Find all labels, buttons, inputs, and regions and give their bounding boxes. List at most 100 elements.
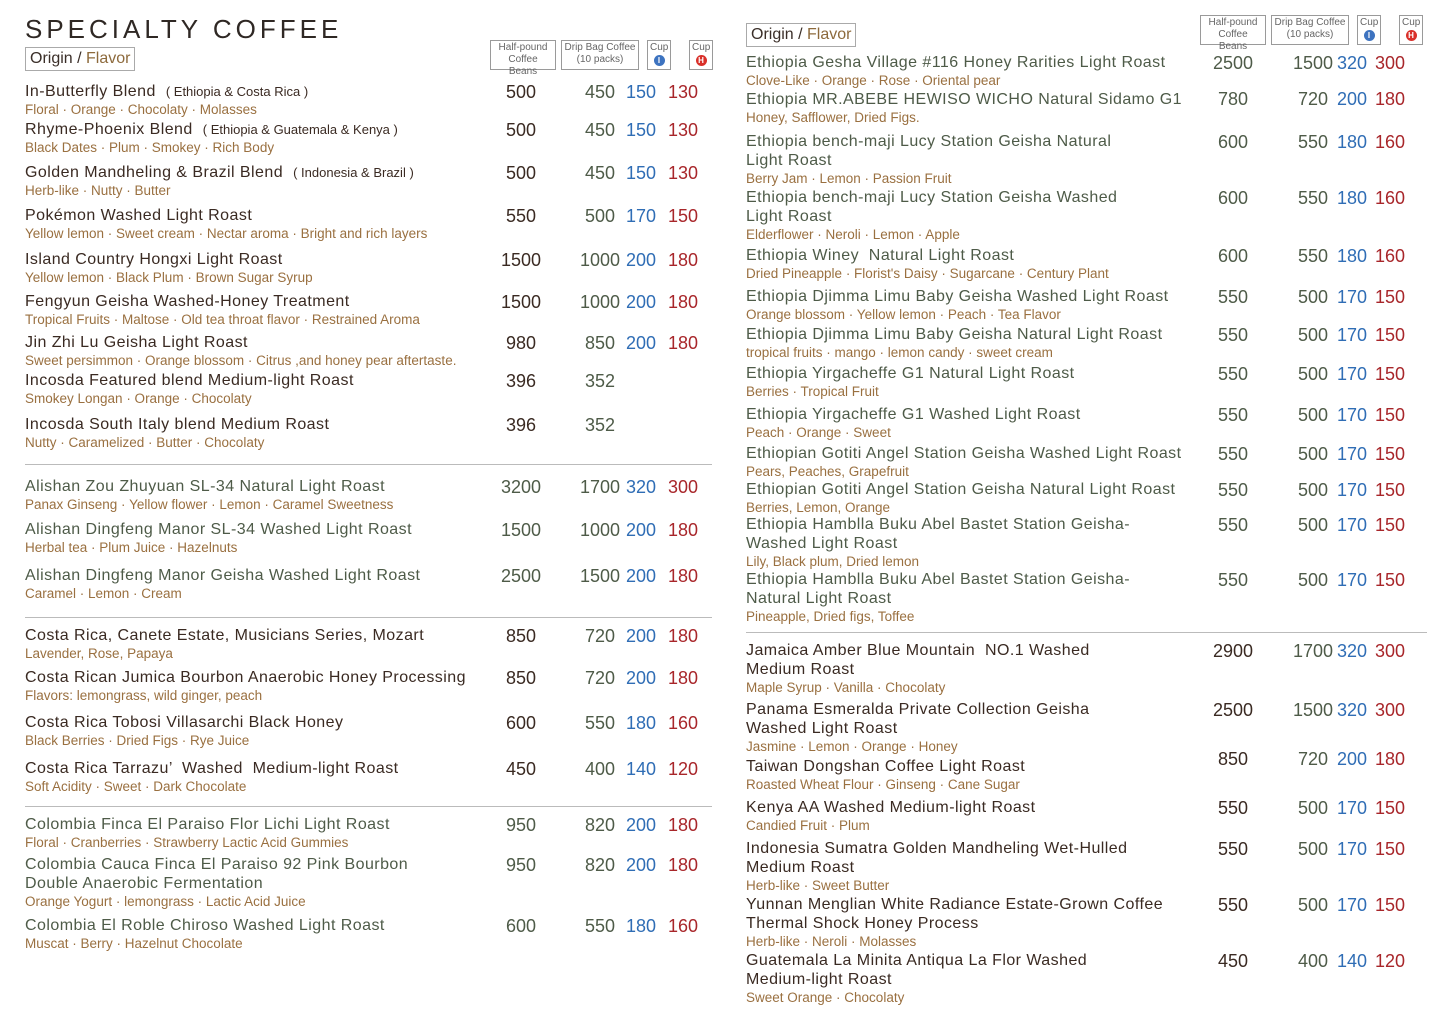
half-pound-price: 950 <box>505 815 537 835</box>
flavor-notes: Floral · Cranberries · Strawberry Lactic… <box>25 835 349 850</box>
hot-cup-price: 160 <box>1374 132 1406 152</box>
coffee-name-text: Costa Rica Tobosi Villasarchi Black Hone… <box>25 714 344 731</box>
half-pound-price: 2500 <box>1212 53 1254 73</box>
menu-item: Yunnan Menglian White Radiance Estate-Gr… <box>746 895 1163 950</box>
iced-cup-price: 170 <box>1336 480 1368 500</box>
iced-cup-price: 200 <box>625 520 657 540</box>
drip-bag-price: 400 <box>1297 951 1329 971</box>
coffee-name-text: Ethiopia Gesha Village #116 Honey Rariti… <box>746 54 1166 71</box>
drip-bag-price: 720 <box>1297 749 1329 769</box>
coffee-name-text: Jin Zhi Lu Geisha Light Roast <box>25 334 248 351</box>
hot-cup-price: 150 <box>1374 798 1406 818</box>
menu-item: Ethiopia MR.ABEBE HEWISO WICHO Natural S… <box>746 90 1182 126</box>
drip-header-line: Drip Bag Coffee <box>564 42 636 53</box>
half-pound-price: 550 <box>1217 839 1249 859</box>
section-divider <box>25 806 712 807</box>
coffee-name-text: Golden Mandheling & Brazil Blend <box>25 164 284 181</box>
hot-cup-price: 180 <box>667 333 699 353</box>
drip-bag-price: 1000 <box>579 250 621 270</box>
half-pound-price: 450 <box>1217 951 1249 971</box>
menu-item: Ethiopia Hamblla Buku Abel Bastet Statio… <box>746 515 1130 570</box>
hot-dot-icon: H <box>695 55 707 66</box>
drip-bag-price: 550 <box>584 916 616 936</box>
iced-dot-icon: I <box>653 55 665 66</box>
section-divider <box>25 464 712 465</box>
flavor-notes: Jasmine · Lemon · Orange · Honey <box>746 739 958 754</box>
hot-cup-price: 150 <box>1374 895 1406 915</box>
hot-cup-price: 300 <box>667 477 699 497</box>
coffee-name-text: Yunnan Menglian White Radiance Estate-Gr… <box>746 896 1164 932</box>
menu-item: Incosda Featured blend Medium-light Roas… <box>25 371 354 407</box>
coffee-name: Costa Rica Tarrazu’ Washed Medium-light … <box>25 759 399 778</box>
hot-cup-price: 150 <box>1374 325 1406 345</box>
header-half-right: Half-pound Coffee Beans <box>1200 15 1266 52</box>
header-hot-left: Cup H <box>689 40 713 70</box>
drip-bag-price: 1500 <box>1292 53 1334 73</box>
half-pound-price: 600 <box>505 916 537 936</box>
iced-cup-price: 200 <box>625 250 657 270</box>
flavor-notes: Herb-like · Neroli · Molasses <box>746 934 917 949</box>
iced-cup-price: 170 <box>1336 839 1368 859</box>
coffee-name-text: Fengyun Geisha Washed-Honey Treatment <box>25 293 350 310</box>
menu-item: Colombia El Roble Chiroso Washed Light R… <box>25 916 385 952</box>
flavor-notes: Flavors: lemongrass, wild ginger, peach <box>25 688 263 703</box>
half-pound-price: 850 <box>1217 749 1249 769</box>
iced-cup-price: 140 <box>625 759 657 779</box>
half-pound-price: 2500 <box>1212 700 1254 720</box>
menu-item: Alishan Dingfeng Manor SL-34 Washed Ligh… <box>25 520 412 556</box>
drip-bag-price: 450 <box>584 82 616 102</box>
menu-item: Guatemala La Minita Antiqua La Flor Wash… <box>746 951 1087 1006</box>
flavor-notes: Herb-like · Nutty · Butter <box>25 183 171 198</box>
menu-item: Costa Rica Tobosi Villasarchi Black Hone… <box>25 713 343 749</box>
half-pound-price: 850 <box>505 626 537 646</box>
half-pound-price: 550 <box>1217 480 1249 500</box>
iced-cup-price: 170 <box>1336 325 1368 345</box>
coffee-name: Ethiopia Winey Natural Light Roast <box>746 246 1109 265</box>
coffee-name-text: Jamaica Amber Blue Mountain NO.1 Washed … <box>746 642 1090 678</box>
half-pound-price: 950 <box>505 855 537 875</box>
flavor-notes: Sweet Orange · Chocolaty <box>746 990 905 1005</box>
flavor-notes: Honey, Safflower, Dried Figs. <box>746 110 920 125</box>
coffee-name: In-Butterfly Blend ( Ethiopia & Costa Ric… <box>25 82 308 101</box>
coffee-name-text: Rhyme-Phoenix Blend <box>25 121 193 138</box>
drip-bag-price: 500 <box>1297 287 1329 307</box>
hot-cup-price: 180 <box>667 520 699 540</box>
hot-cup-price: 150 <box>1374 570 1406 590</box>
iced-cup-price: 180 <box>625 916 657 936</box>
hot-cup-price: 130 <box>667 163 699 183</box>
menu-item: Ethiopia Gesha Village #116 Honey Rariti… <box>746 53 1166 89</box>
drip-bag-price: 450 <box>584 163 616 183</box>
hot-cup-price: 180 <box>667 292 699 312</box>
half-pound-price: 980 <box>505 333 537 353</box>
flavor-label: Flavor <box>807 26 852 43</box>
coffee-name-text: Panama Esmeralda Private Collection Geis… <box>746 701 1090 737</box>
coffee-name: Jin Zhi Lu Geisha Light Roast <box>25 333 456 352</box>
coffee-name: Kenya AA Washed Medium-light Roast <box>746 798 1036 817</box>
coffee-name-text: Colombia Finca El Paraiso Flor Lichi Lig… <box>25 816 390 833</box>
header-drip-right: Drip Bag Coffee (10 packs) <box>1271 15 1349 45</box>
coffee-name: Colombia Cauca Finca El Paraiso 92 Pink … <box>25 855 408 893</box>
flavor-notes: Yellow lemon · Black Plum · Brown Sugar … <box>25 270 313 285</box>
coffee-name: Pokémon Washed Light Roast <box>25 206 427 225</box>
half-pound-price: 500 <box>505 163 537 183</box>
iced-cup-price: 200 <box>625 566 657 586</box>
coffee-name-text: Alishan Dingfeng Manor Geisha Washed Lig… <box>25 567 421 584</box>
origin-flavor-legend-left: Origin / Flavor <box>25 47 136 71</box>
half-pound-price: 500 <box>505 120 537 140</box>
drip-bag-price: 352 <box>584 415 616 435</box>
iced-cup-price: 200 <box>1336 749 1368 769</box>
drip-bag-price: 720 <box>584 626 616 646</box>
drip-bag-price: 400 <box>584 759 616 779</box>
coffee-name-text: Ethiopian Gotiti Angel Station Geisha Wa… <box>746 445 1182 462</box>
hot-cup-price: 300 <box>1374 53 1406 73</box>
coffee-name-text: Alishan Dingfeng Manor SL-34 Washed Ligh… <box>25 521 412 538</box>
flavor-notes: Black Dates · Plum · Smokey · Rich Body <box>25 140 275 155</box>
drip-bag-price: 550 <box>1297 132 1329 152</box>
hot-cup-price: 180 <box>667 626 699 646</box>
hot-cup-price: 150 <box>667 206 699 226</box>
coffee-name: Colombia Finca El Paraiso Flor Lichi Lig… <box>25 815 390 834</box>
drip-bag-price: 500 <box>1297 480 1329 500</box>
hot-cup-price: 180 <box>667 815 699 835</box>
iced-cup-price: 150 <box>625 163 657 183</box>
